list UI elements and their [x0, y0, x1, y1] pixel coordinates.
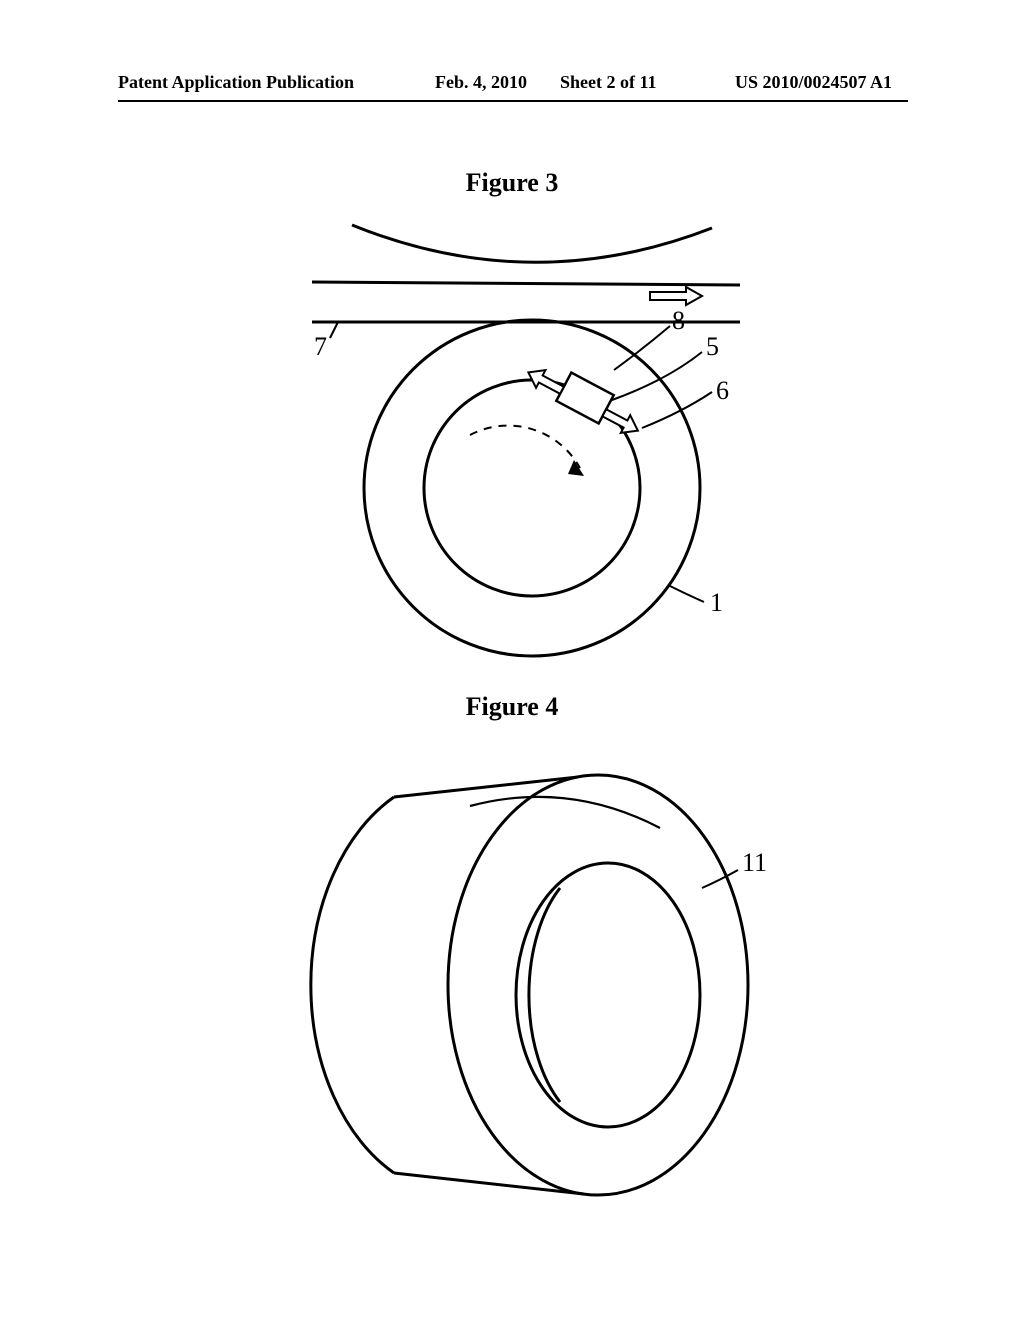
road-top-line — [312, 282, 740, 285]
ref-label-1: 1 — [710, 588, 723, 618]
leader-7 — [330, 322, 338, 338]
ref-label-6: 6 — [716, 376, 729, 406]
tire-outer-circle — [364, 320, 700, 656]
leader-6 — [642, 392, 712, 428]
header-publication-type: Patent Application Publication — [118, 72, 354, 93]
figure-4-drawing: 11 — [268, 750, 788, 1220]
tire-3d — [311, 775, 748, 1195]
sensor-arrow-right-icon — [600, 404, 643, 439]
ref-label-11: 11 — [742, 848, 767, 878]
header-rule — [118, 100, 908, 102]
header-sheet: Sheet 2 of 11 — [560, 72, 657, 93]
header-date: Feb. 4, 2010 — [435, 72, 527, 93]
sensor-block — [523, 355, 648, 441]
direction-arrow-icon — [650, 287, 702, 305]
ref-label-5: 5 — [706, 332, 719, 362]
page: Patent Application Publication Feb. 4, 2… — [0, 0, 1024, 1320]
header-pub-number: US 2010/0024507 A1 — [735, 72, 892, 93]
figure-3-title: Figure 3 — [0, 168, 1024, 198]
figure-4-title: Figure 4 — [0, 692, 1024, 722]
leader-1 — [670, 586, 704, 602]
figure-3-drawing: 7 8 5 6 1 — [272, 220, 772, 660]
ref-label-7: 7 — [314, 332, 327, 362]
leader-11 — [702, 870, 738, 888]
upper-arc — [352, 225, 712, 262]
ref-label-8: 8 — [672, 306, 685, 336]
rotation-arrow-icon — [470, 426, 584, 476]
